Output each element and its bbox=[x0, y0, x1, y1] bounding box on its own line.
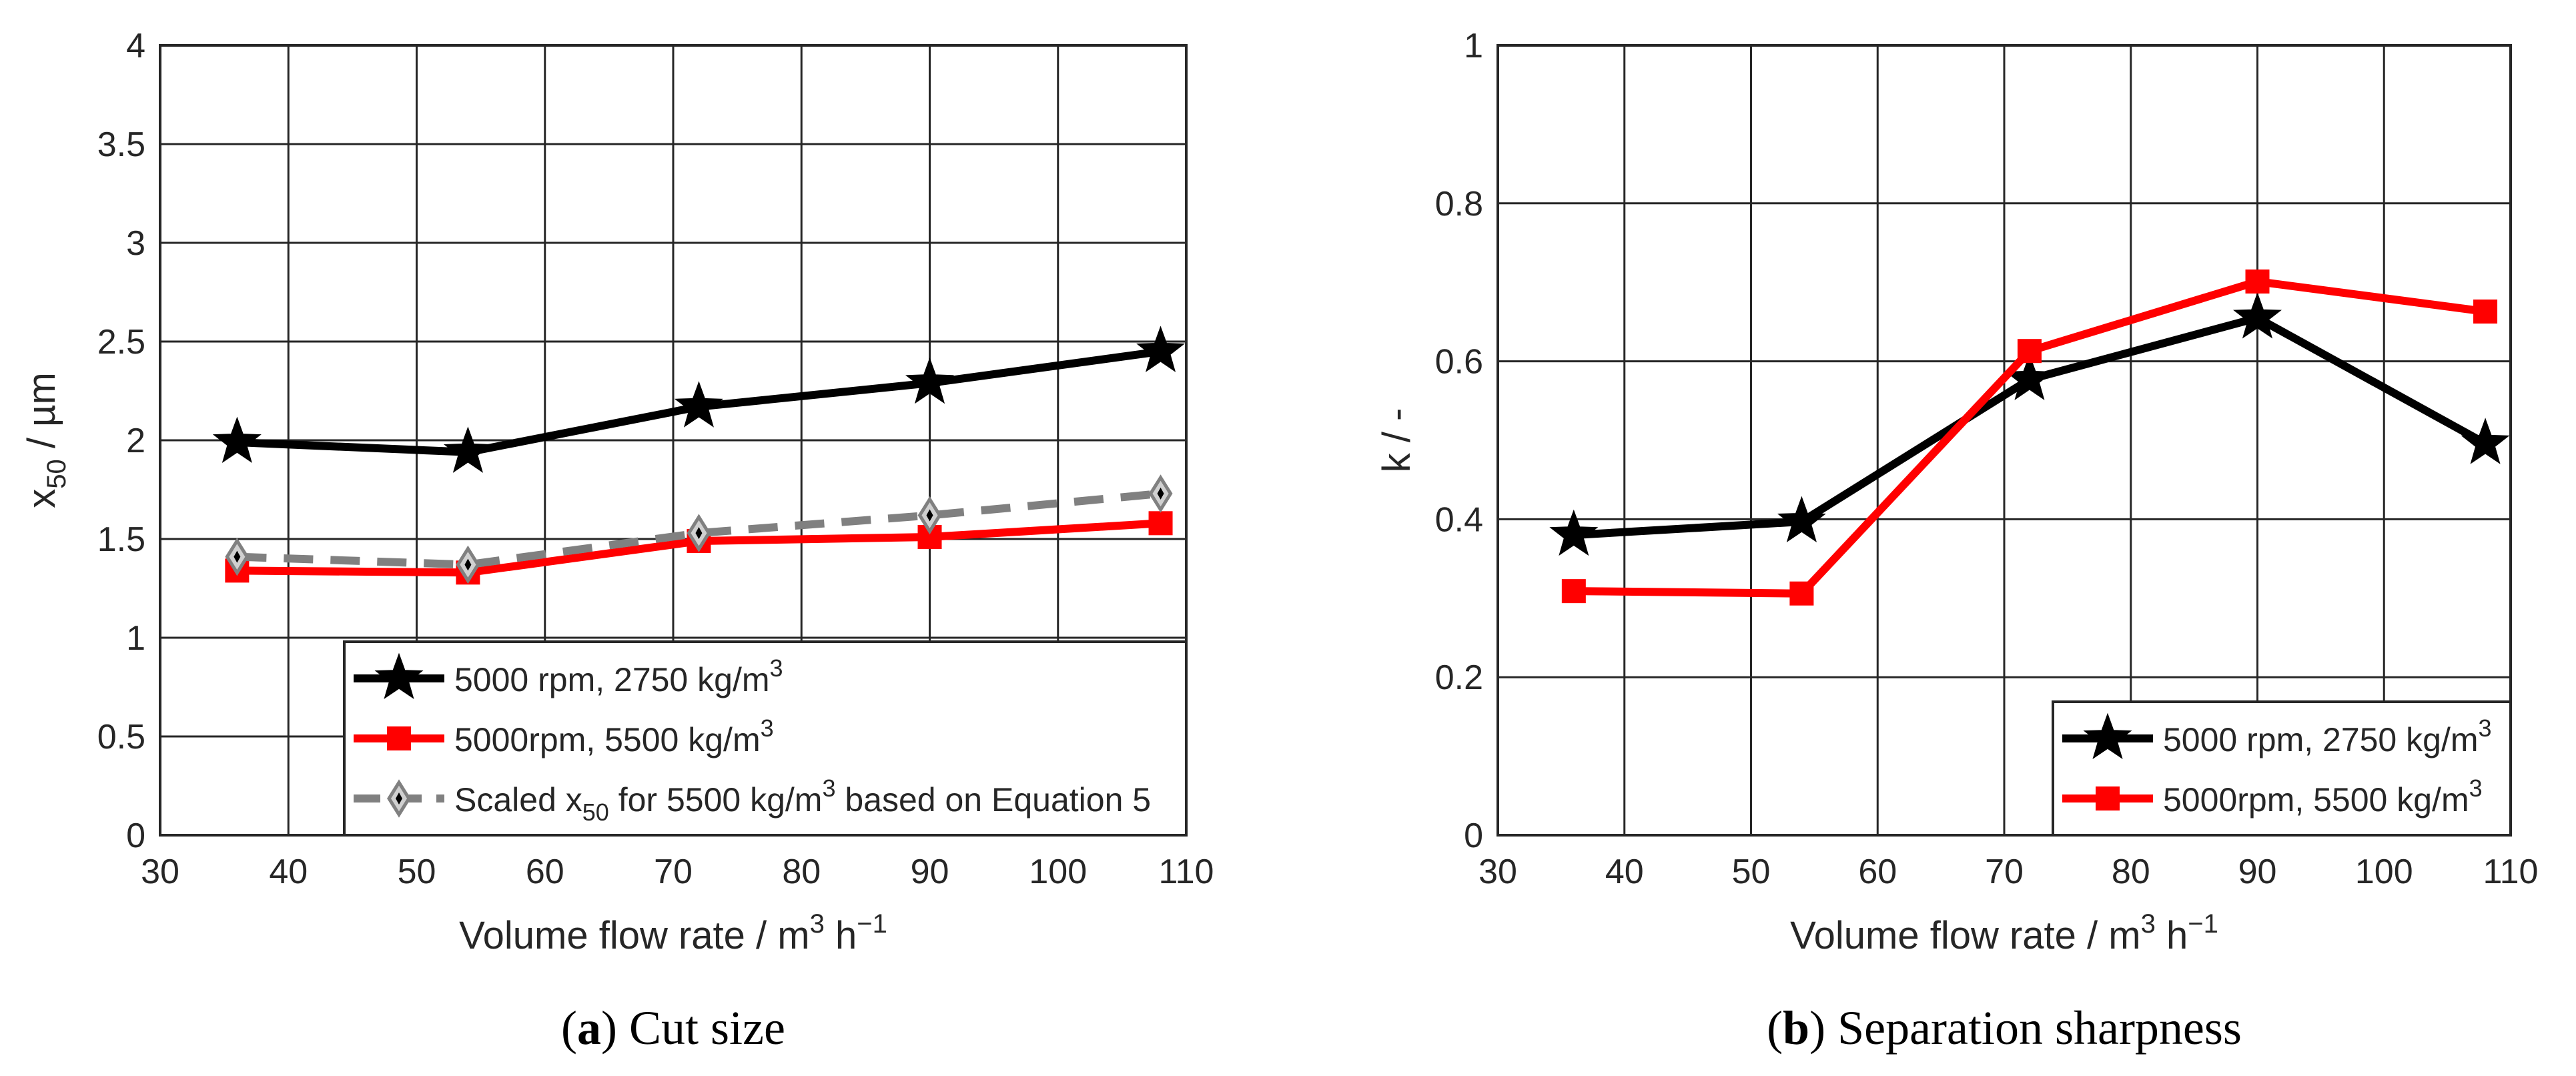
legend-marker bbox=[2083, 712, 2132, 760]
data-point bbox=[1789, 581, 1814, 606]
x-tick-label: 100 bbox=[2355, 853, 2413, 891]
y-tick-label: 4 bbox=[126, 27, 145, 65]
x-tick-label: 30 bbox=[1478, 853, 1517, 891]
y-tick-label: 3.5 bbox=[97, 125, 145, 164]
data-point bbox=[1148, 474, 1173, 513]
data-point bbox=[2017, 339, 2042, 364]
legend-entry: 5000 rpm, 2750 kg/m3 bbox=[454, 654, 783, 698]
legend-marker bbox=[387, 779, 411, 818]
data-point bbox=[917, 496, 942, 535]
data-point bbox=[1136, 326, 1186, 372]
y-tick-label: 2 bbox=[126, 422, 145, 460]
data-point bbox=[1148, 511, 1173, 536]
x-tick-label: 70 bbox=[1985, 853, 2024, 891]
data-point bbox=[905, 357, 954, 404]
x-tick-label: 80 bbox=[2112, 853, 2150, 891]
y-tick-label: 2.5 bbox=[97, 323, 145, 362]
data-point bbox=[212, 416, 262, 464]
series-2 bbox=[225, 474, 1173, 584]
x-tick-label: 70 bbox=[654, 853, 693, 891]
y-tick-label: 0.6 bbox=[1435, 343, 1483, 382]
x-tick-label: 90 bbox=[911, 853, 949, 891]
legend: 5000 rpm, 2750 kg/m3 5000rpm, 5500 kg/m3 bbox=[2052, 700, 2512, 837]
x-axis-label: Volume flow rate / m3 h−1 bbox=[1790, 909, 2218, 957]
y-tick-label: 0 bbox=[126, 817, 145, 855]
x-tick-label: 110 bbox=[1159, 853, 1214, 891]
data-point bbox=[674, 381, 723, 428]
legend-box bbox=[343, 640, 1188, 837]
data-point bbox=[456, 545, 480, 584]
legend-entry: 5000 rpm, 2750 kg/m3 bbox=[2163, 714, 2492, 758]
series-line bbox=[237, 489, 1162, 569]
x-tick-label: 40 bbox=[269, 853, 308, 891]
legend-box bbox=[2052, 700, 2512, 837]
y-tick-label: 0.2 bbox=[1435, 658, 1483, 697]
x-tick-label: 30 bbox=[141, 853, 179, 891]
x-tick-label: 110 bbox=[2483, 853, 2539, 891]
chart-a: 30 40 50 60 70 80 90 100 110 0 0.5 1 1.5 2 2.5 3 3.5 4 Vol… bbox=[20, 27, 1214, 1055]
x-tick-label: 90 bbox=[2238, 853, 2277, 891]
y-tick-label: 0.5 bbox=[97, 718, 145, 756]
data-point bbox=[1549, 509, 1599, 556]
legend-entry: 5000rpm, 5500 kg/m3 bbox=[2163, 774, 2483, 819]
data-point bbox=[2473, 300, 2498, 324]
chart-caption: (b) Separation sharpness bbox=[1767, 1001, 2242, 1055]
y-axis-label: k / - bbox=[1375, 408, 1418, 473]
legend-entry: 5000rpm, 5500 kg/m3 bbox=[454, 714, 774, 758]
data-point bbox=[443, 426, 492, 473]
data-point bbox=[1777, 496, 1826, 543]
data-point bbox=[2233, 292, 2282, 339]
x-tick-label: 100 bbox=[1029, 853, 1087, 891]
x-axis-label: Volume flow rate / m3 h−1 bbox=[459, 909, 887, 957]
legend-entry: Scaled x50 for 5500 kg/m3 based on Equat… bbox=[454, 774, 1151, 826]
x-tick-label: 60 bbox=[526, 853, 564, 891]
legend-marker bbox=[387, 726, 411, 750]
data-point bbox=[687, 514, 711, 552]
x-tick-label: 60 bbox=[1858, 853, 1897, 891]
series-0 bbox=[212, 326, 1186, 473]
legend-marker bbox=[374, 652, 424, 700]
data-point bbox=[2245, 270, 2270, 294]
x-tick-label: 50 bbox=[1732, 853, 1771, 891]
legend: 5000 rpm, 2750 kg/m3 5000rpm, 5500 kg/m3 S… bbox=[343, 640, 1188, 837]
data-point bbox=[1561, 579, 1586, 604]
x-tick-label: 50 bbox=[398, 853, 436, 891]
plot-frame bbox=[1496, 44, 2512, 837]
y-tick-label: 1 bbox=[126, 619, 145, 658]
data-point bbox=[2461, 418, 2510, 464]
y-tick-label: 1 bbox=[1464, 27, 1483, 65]
chart-b: 30 40 50 60 70 80 90 100 110 0 0.2 0.4 0.6 0.8 1 Volume… bbox=[1375, 27, 2538, 1055]
series-1 bbox=[1561, 270, 2498, 606]
legend-marker bbox=[2096, 786, 2120, 811]
y-tick-label: 1.5 bbox=[97, 520, 145, 559]
y-tick-label: 0.8 bbox=[1435, 185, 1483, 223]
chart-caption: (a) Cut size bbox=[561, 1001, 785, 1055]
data-point bbox=[225, 537, 250, 576]
y-axis-label: x50 / µm bbox=[20, 372, 71, 508]
x-tick-label: 40 bbox=[1605, 853, 1644, 891]
y-tick-label: 0 bbox=[1464, 817, 1483, 855]
y-tick-label: 3 bbox=[126, 224, 145, 263]
y-tick-label: 0.4 bbox=[1435, 500, 1483, 539]
x-tick-label: 80 bbox=[782, 853, 821, 891]
